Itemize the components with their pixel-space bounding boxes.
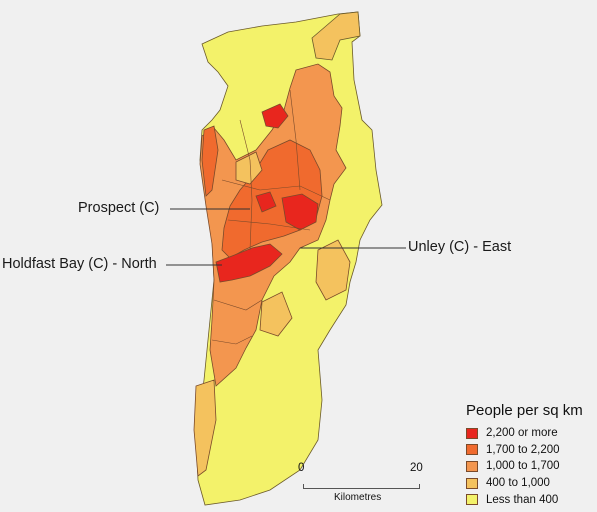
scale-max-label: 20 bbox=[410, 462, 423, 474]
region-mid-patch-3 bbox=[193, 379, 217, 477]
legend-swatch bbox=[466, 494, 478, 506]
legend-title: People per sq km bbox=[466, 402, 583, 419]
legend-swatch bbox=[466, 460, 478, 472]
district-boundaries bbox=[211, 89, 331, 345]
legend-label: Less than 400 bbox=[486, 493, 559, 506]
unley-label: Unley (C) - East bbox=[408, 239, 512, 255]
region-highest-density-2 bbox=[215, 243, 283, 283]
region-coast-strip bbox=[201, 125, 219, 197]
legend-swatch bbox=[466, 477, 478, 489]
scale-bar: 0 20 Kilometres bbox=[298, 462, 426, 503]
legend-swatch bbox=[466, 427, 478, 439]
region-highest-density-1 bbox=[281, 193, 319, 231]
legend-item: 2,200 or more bbox=[466, 425, 583, 442]
region-highest-density-4 bbox=[255, 191, 277, 213]
legend-item: 1,700 to 2,200 bbox=[466, 442, 583, 459]
legend-label: 400 to 1,000 bbox=[486, 477, 550, 490]
holdfast-bay-label: Holdfast Bay (C) - North bbox=[2, 256, 157, 272]
region-mid-patch-2 bbox=[259, 291, 293, 337]
region-mid-patch-1 bbox=[315, 239, 351, 301]
region-north-strip bbox=[311, 11, 361, 61]
prospect-label: Prospect (C) bbox=[78, 200, 160, 216]
legend-label: 1,000 to 1,700 bbox=[486, 460, 560, 473]
region-mid-patch-4 bbox=[235, 151, 263, 185]
scale-bar-line bbox=[303, 484, 420, 489]
scale-min-label: 0 bbox=[298, 462, 305, 474]
legend-item: Less than 400 bbox=[466, 491, 583, 508]
scale-unit-label: Kilometres bbox=[334, 492, 382, 503]
legend-label: 2,200 or more bbox=[486, 427, 558, 440]
legend-swatch bbox=[466, 444, 478, 456]
map-legend: People per sq km 2,200 or more 1,700 to … bbox=[466, 402, 583, 508]
legend-item: 400 to 1,000 bbox=[466, 475, 583, 492]
region-highest-density-3 bbox=[261, 103, 289, 129]
legend-label: 1,700 to 2,200 bbox=[486, 443, 560, 456]
legend-item: 1,000 to 1,700 bbox=[466, 458, 583, 475]
